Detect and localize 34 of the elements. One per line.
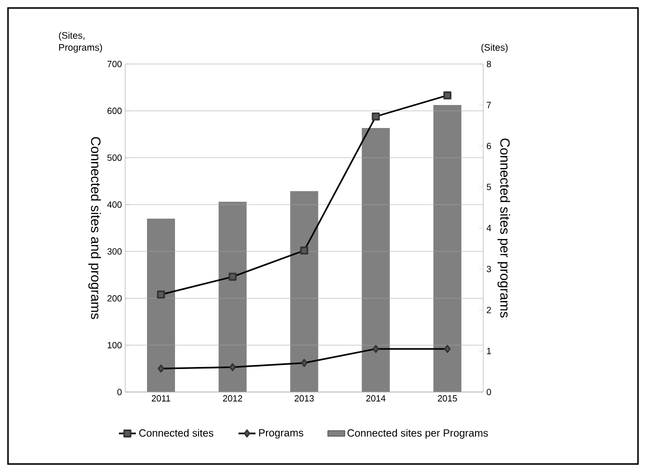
y-tick-label: 600	[108, 108, 122, 114]
y2-axis-title: Connected sites per programs	[498, 138, 510, 318]
x-tick-label: 2014	[366, 395, 386, 402]
y2-tick-label: 1	[487, 348, 491, 354]
y-axis-title: Connected sites and programs	[88, 137, 101, 320]
y-tick-label: 100	[108, 342, 122, 348]
legend-label: Connected sites	[139, 428, 214, 437]
x-tick-label: 2012	[223, 395, 242, 402]
y-tick-label: 500	[107, 154, 122, 161]
y2-tick-label: 8	[486, 60, 491, 68]
legend-label: Connected sites per Programs	[348, 428, 488, 439]
y2-tick-label: 4	[486, 224, 492, 232]
bar	[433, 105, 462, 392]
y-tick-label: 300	[107, 248, 122, 255]
y2-tick-label: 0	[486, 388, 492, 396]
y2-tick-label: 3	[486, 266, 491, 272]
x-tick-label: 2013	[294, 395, 314, 402]
y-tick-label: 200	[108, 295, 122, 302]
bar	[362, 128, 390, 392]
y2-tick-label: 2	[486, 306, 491, 314]
y-tick-label: 0	[117, 388, 122, 396]
y2-tick-label: 7	[486, 102, 491, 108]
x-tick-label: 2011	[152, 395, 170, 402]
bar	[218, 202, 247, 392]
x-tick-label: 2015	[438, 395, 457, 402]
y-tick-label: 700	[108, 60, 122, 68]
y2-tick-label: 6	[486, 142, 491, 150]
text: (Sites)	[481, 44, 508, 53]
bar	[147, 218, 175, 392]
y2-tick-label: 5	[486, 184, 491, 190]
bar	[290, 191, 318, 392]
legend-label: Programs	[259, 429, 304, 439]
y-tick-label: 400	[107, 201, 122, 208]
text: (Sites, Programs)	[58, 32, 102, 53]
